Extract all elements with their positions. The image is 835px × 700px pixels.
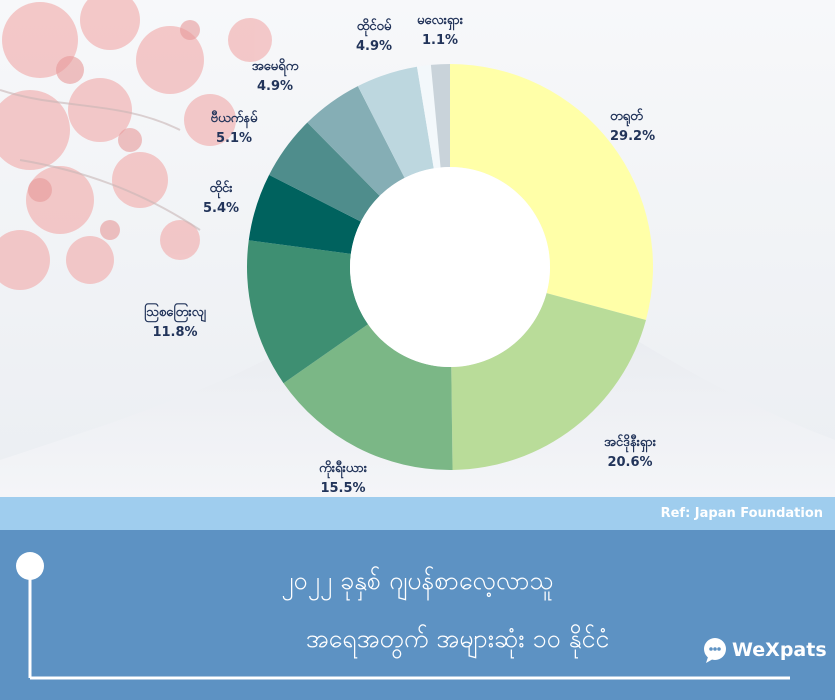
slice-5 — [269, 122, 380, 222]
value-label-usa: 4.9% — [257, 79, 293, 94]
slice-2 — [283, 324, 453, 470]
chat-bubble-icon — [704, 638, 726, 663]
category-label-china: တရုတ် — [610, 107, 643, 127]
label-malaysia: မလေးရှား 1.1% — [417, 13, 464, 48]
label-korea: ကိုးရီးယား 15.5% — [319, 459, 368, 496]
category-label-indonesia: အင်ဒိုနီးရှား — [604, 433, 657, 453]
donut-chart: တရုတ် 29.2% အင်ဒိုနီးရှား 20.6% ကိုးရီးယ… — [144, 13, 657, 496]
value-label-indonesia: 20.6% — [607, 455, 652, 470]
value-label-korea: 15.5% — [320, 481, 365, 496]
label-china: တရုတ် 29.2% — [610, 107, 655, 144]
value-label-thailand: 5.4% — [203, 201, 239, 216]
slice-7 — [357, 66, 434, 178]
slice-3 — [246, 240, 369, 384]
category-label-vietnam: ဗီယက်နမ် — [211, 109, 258, 129]
value-label-taiwan: 4.9% — [356, 39, 392, 54]
category-label-usa: အမေရိက — [252, 57, 299, 77]
label-vietnam: ဗီယက်နမ် 5.1% — [211, 109, 258, 146]
slice-6 — [307, 86, 405, 196]
donut-hole — [350, 167, 550, 367]
slice-8 — [416, 64, 441, 169]
value-label-china: 29.2% — [610, 129, 655, 144]
category-label-australia: ဩစတြေးလျ — [144, 302, 206, 323]
slice-1 — [451, 293, 646, 470]
slice-4 — [248, 174, 361, 254]
title-line-1: ၂၀၂၂ ခုနှစ် ဂျပန်စာလေ့လာသူ — [281, 566, 554, 595]
label-taiwan: ထိုင်ဝမ် 4.9% — [356, 17, 392, 54]
slice-0 — [450, 64, 654, 320]
category-label-malaysia: မလေးရှား — [417, 13, 464, 31]
value-label-australia: 11.8% — [152, 325, 197, 340]
circle-line-icon — [16, 552, 790, 680]
label-thailand: ထိုင်း 5.4% — [203, 179, 239, 216]
slice-remainder — [430, 64, 450, 168]
value-label-malaysia: 1.1% — [422, 33, 458, 48]
footer-panel — [0, 530, 835, 700]
category-label-thailand: ထိုင်း — [209, 179, 233, 199]
brand-logo: WeXpats — [702, 636, 827, 666]
label-indonesia: အင်ဒိုနီးရှား 20.6% — [604, 433, 657, 470]
reference-bar: Ref: Japan Foundation — [0, 497, 835, 530]
maple-leaves-decoration — [0, 0, 272, 290]
title-line-2: အရေအတွက် အများဆုံး ၁၀ နိုင်ငံ — [305, 624, 610, 653]
reference-text: Ref: Japan Foundation — [660, 506, 823, 521]
brand-name: WeXpats — [732, 639, 827, 661]
label-usa: အမေရိက 4.9% — [252, 57, 299, 94]
value-label-vietnam: 5.1% — [216, 131, 252, 146]
category-label-taiwan: ထိုင်ဝမ် — [357, 17, 392, 37]
label-australia: ဩစတြေးလျ 11.8% — [144, 302, 206, 340]
chart-slices — [246, 64, 654, 470]
category-label-korea: ကိုးရီးယား — [319, 459, 368, 479]
